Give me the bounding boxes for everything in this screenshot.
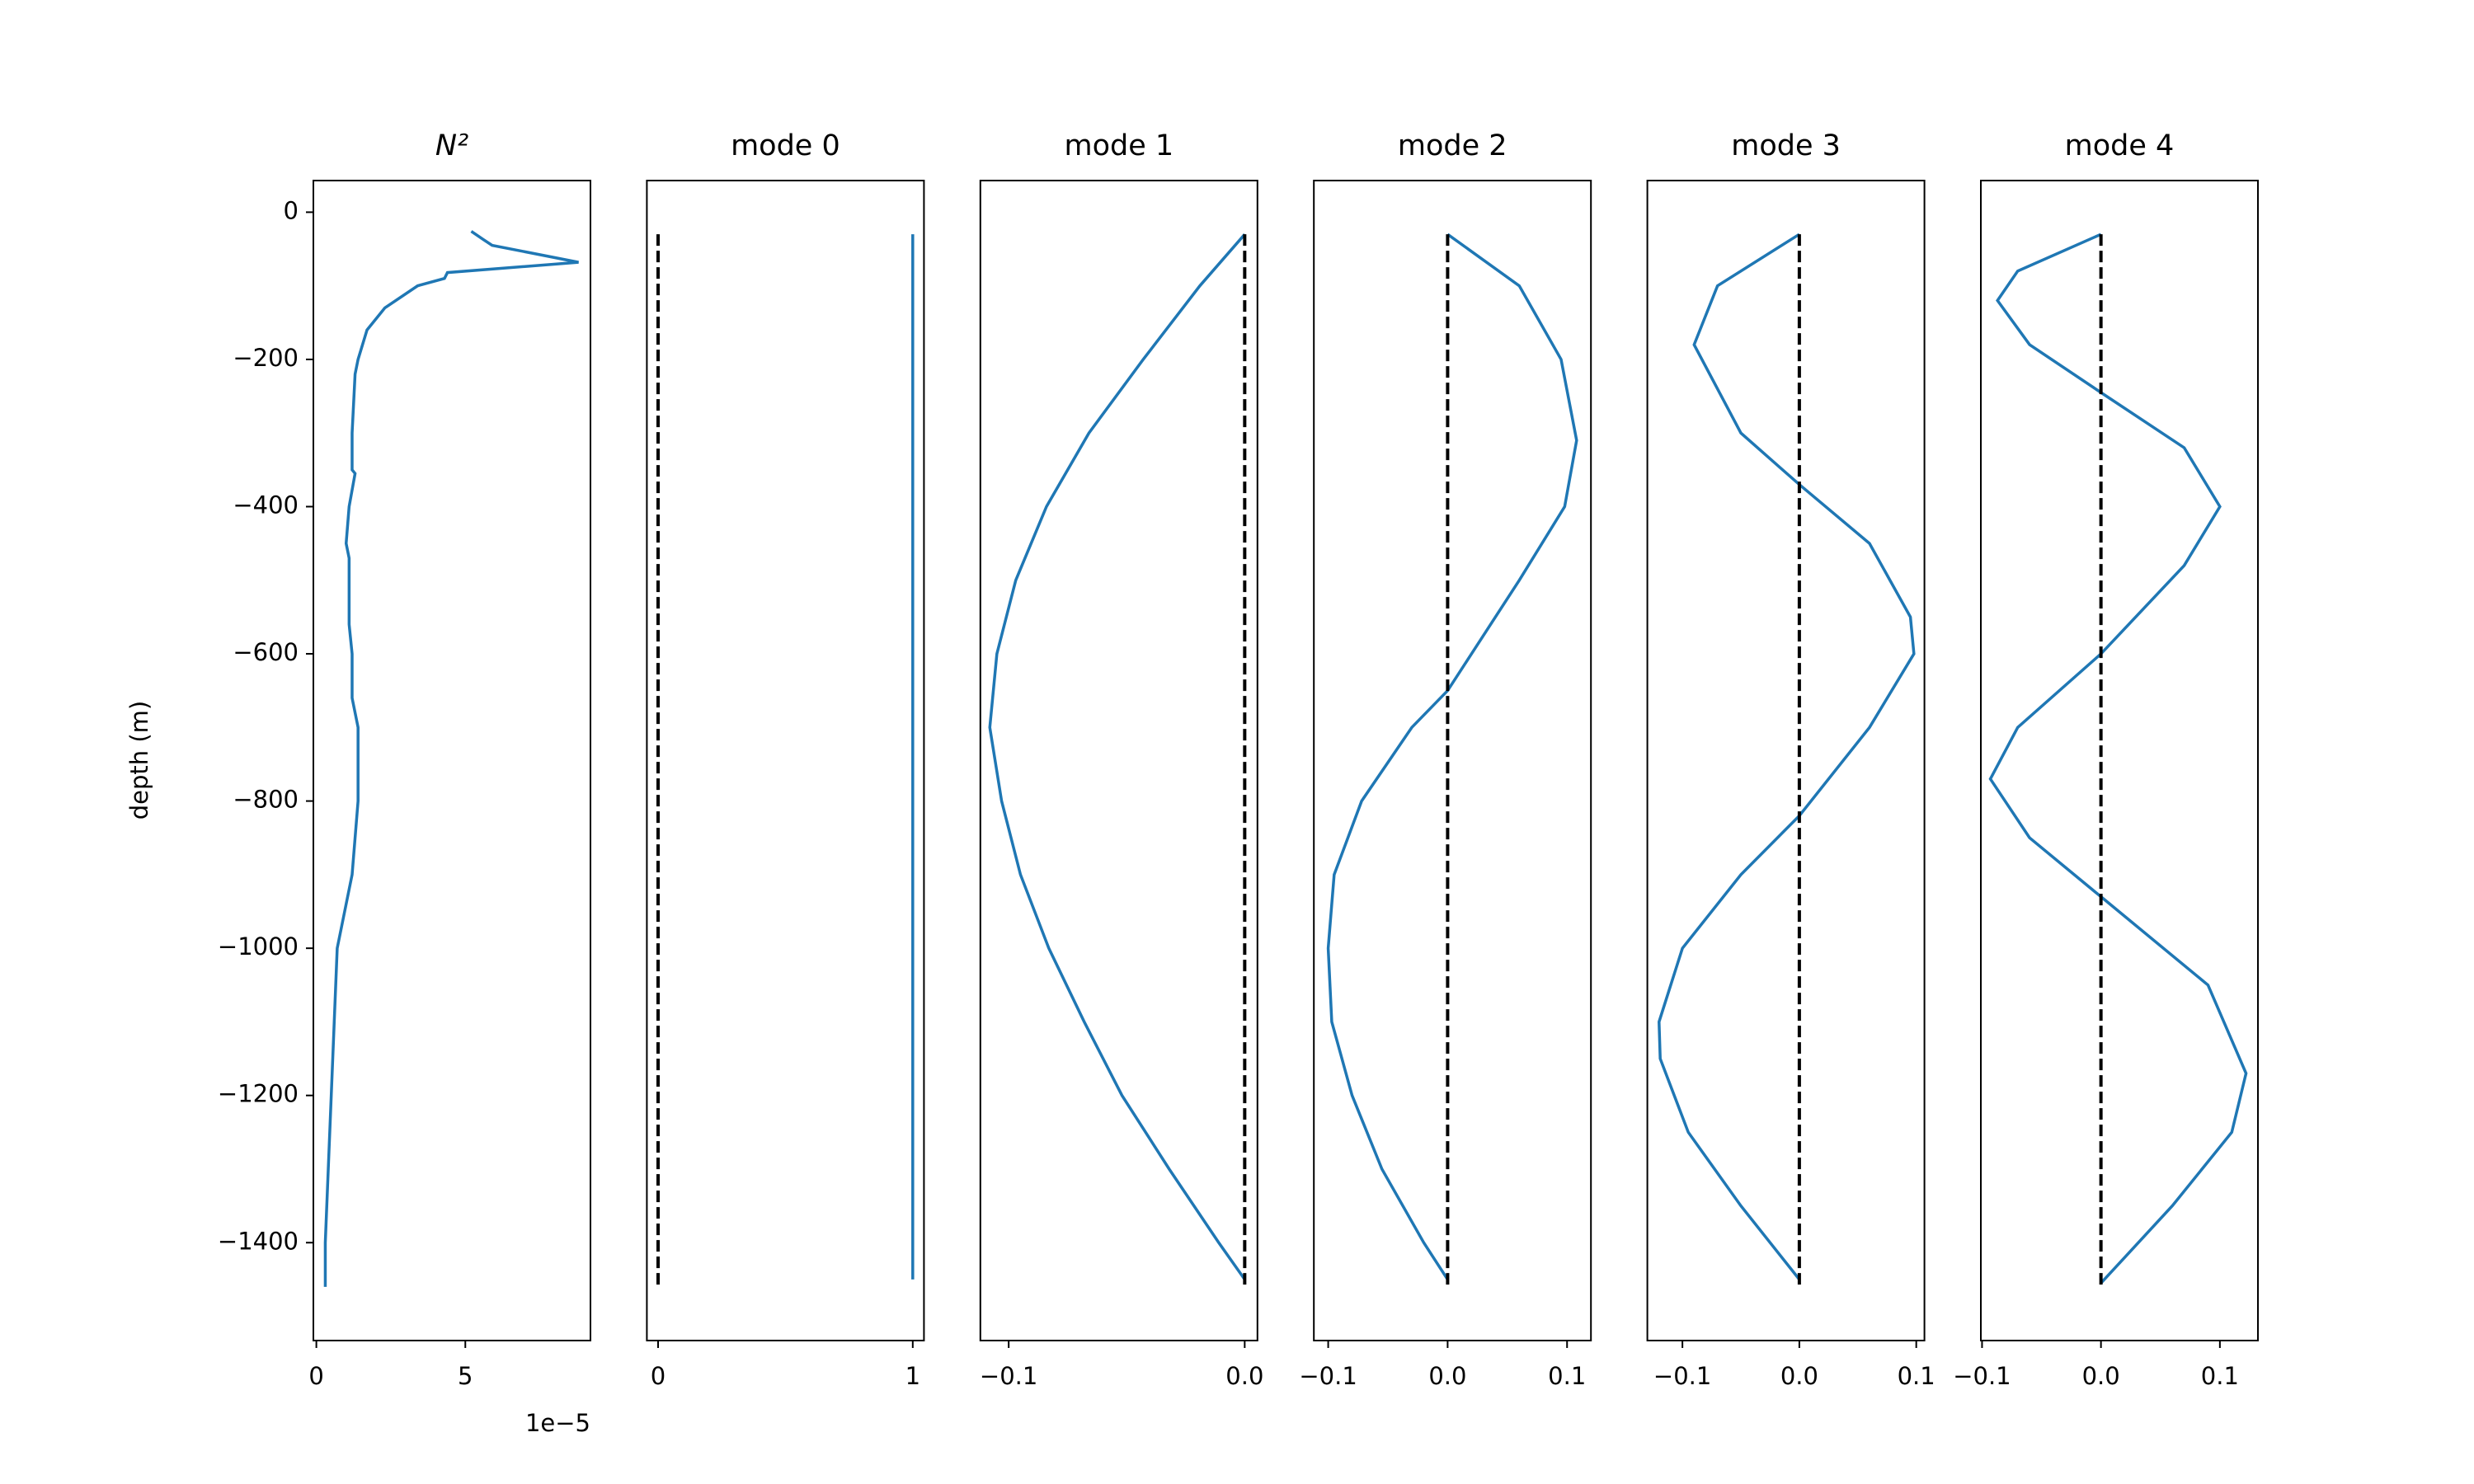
- axes-frame: [1646, 180, 1926, 1341]
- y-tick-label: 0: [284, 196, 299, 224]
- axes-frame: [313, 180, 591, 1341]
- x-tick-label: 0.1: [1898, 1362, 1935, 1390]
- panel-title: mode 2: [1398, 129, 1507, 162]
- axes-frame: [646, 180, 925, 1341]
- y-tick-label: −1400: [218, 1227, 299, 1255]
- y-tick-label: −1200: [218, 1080, 299, 1108]
- y-tick-label: −1000: [218, 932, 299, 960]
- panel-title: N²: [435, 129, 468, 162]
- x-tick-label: 1: [905, 1362, 920, 1390]
- x-tick-label: 0.1: [1548, 1362, 1586, 1390]
- y-tick-label: −200: [233, 344, 299, 372]
- profile-line: [988, 233, 1246, 1280]
- x-tick-label: 0.0: [1780, 1362, 1818, 1390]
- x-tick-label: 5: [458, 1362, 473, 1390]
- x-tick-label: −0.1: [980, 1362, 1037, 1390]
- axes-frame: [979, 180, 1258, 1341]
- y-axis-label: depth (m): [125, 701, 153, 820]
- panel-title: mode 4: [2065, 129, 2175, 162]
- y-tick-label: −600: [233, 638, 299, 666]
- x-tick-label: 0.0: [1225, 1362, 1263, 1390]
- y-tick-label: −800: [233, 786, 299, 814]
- x-tick-label: 0.0: [1428, 1362, 1466, 1390]
- panel-title: mode 1: [1064, 129, 1174, 162]
- x-tick-label: 0.0: [2082, 1362, 2120, 1390]
- x-tick-label: 0: [308, 1362, 323, 1390]
- axes-frame: [1313, 180, 1592, 1341]
- axes-frame: [1980, 180, 2259, 1341]
- panel-title: mode 3: [1731, 129, 1841, 162]
- x-tick-label: 0.1: [2201, 1362, 2239, 1390]
- x-tick-label: −0.1: [1953, 1362, 2011, 1390]
- y-tick-label: −400: [233, 491, 299, 519]
- profile-line: [1988, 232, 2248, 1284]
- profile-line: [1658, 232, 1916, 1280]
- x-tick-label: −0.1: [1653, 1362, 1711, 1390]
- profile-line: [323, 230, 579, 1287]
- panel-title: mode 0: [731, 129, 840, 162]
- x-tick-label: 0: [651, 1362, 666, 1390]
- profile-line: [1326, 232, 1578, 1280]
- x-tick-label: −0.1: [1299, 1362, 1357, 1390]
- x-offset-label: 1e−5: [525, 1409, 590, 1437]
